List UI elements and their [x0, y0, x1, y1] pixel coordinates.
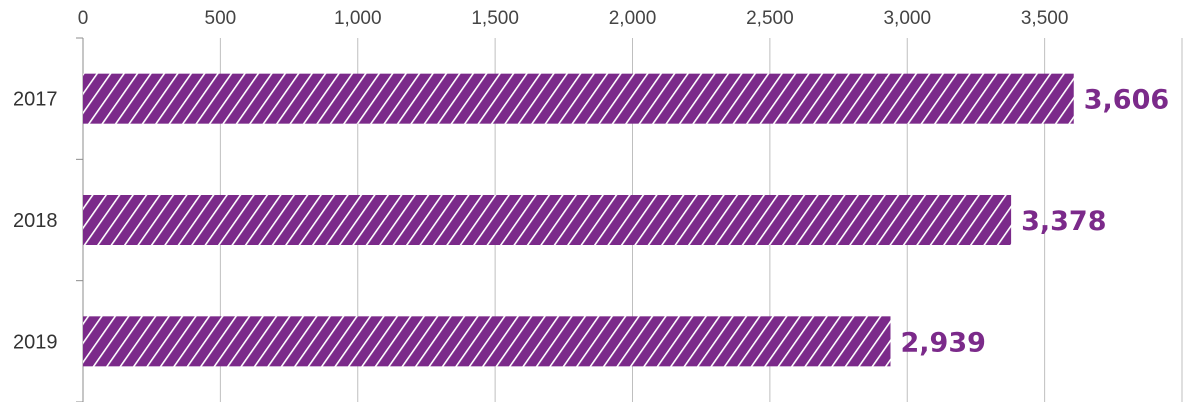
bar-2019 [83, 316, 891, 367]
axes [76, 37, 84, 402]
x-tick-label: 3,500 [1021, 8, 1069, 29]
bar-2018 [83, 195, 1012, 245]
data-label: 3,378 [1021, 206, 1106, 237]
x-tick-label: 500 [205, 8, 237, 29]
x-tick-label: 2,500 [746, 8, 794, 29]
x-tick-label: 0 [78, 8, 89, 29]
bar-2017 [83, 73, 1074, 124]
x-tick-label: 1,500 [471, 8, 519, 29]
labels: 0 500 1,000 1,500 2,000 2,500 3,000 3,500 2017 3,… [13, 8, 1169, 358]
x-tick-label: 2,000 [609, 8, 657, 29]
bars [83, 73, 1074, 367]
y-category-label: 2018 [13, 210, 58, 232]
y-category-label: 2017 [13, 89, 58, 111]
y-category-label: 2019 [13, 331, 58, 353]
data-label: 2,939 [900, 327, 985, 358]
x-tick-label: 1,000 [334, 8, 382, 29]
data-label: 3,606 [1084, 85, 1169, 116]
x-tick-label: 3,000 [883, 8, 931, 29]
